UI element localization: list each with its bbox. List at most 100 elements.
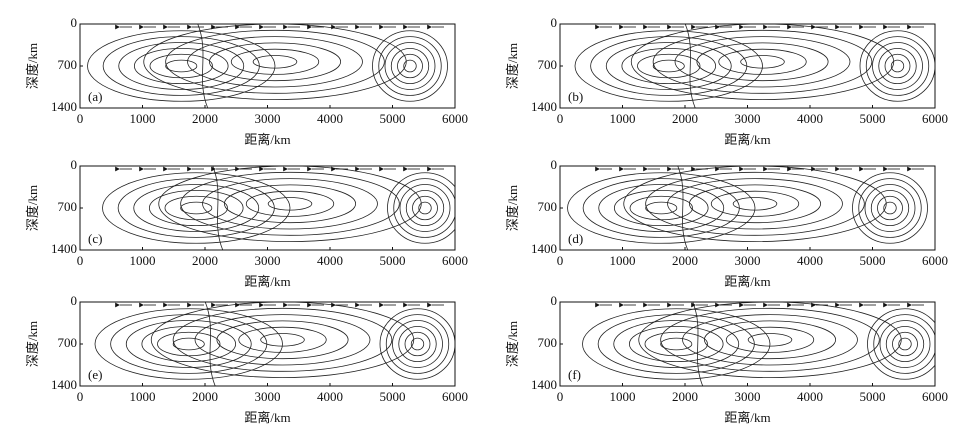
streamline bbox=[372, 30, 448, 102]
streamline bbox=[223, 184, 357, 224]
streamline bbox=[885, 325, 925, 363]
streamline bbox=[148, 189, 244, 227]
streamline bbox=[180, 201, 213, 215]
y-tick-label: 700 bbox=[538, 335, 558, 350]
y-tick-label: 0 bbox=[551, 15, 558, 30]
streamline bbox=[172, 337, 205, 351]
streamlines bbox=[87, 24, 448, 108]
streamline bbox=[718, 48, 807, 75]
x-tick-label: 6000 bbox=[442, 389, 468, 404]
y-tick-label: 700 bbox=[58, 199, 78, 214]
streamline bbox=[208, 42, 342, 82]
y-axis-label: 深度/km bbox=[505, 43, 520, 89]
x-tick-label: 1000 bbox=[130, 253, 156, 268]
x-tick-label: 6000 bbox=[922, 253, 948, 268]
streamline bbox=[660, 337, 693, 351]
streamline bbox=[582, 308, 771, 380]
panel-label: (f) bbox=[568, 367, 581, 382]
divider-line bbox=[197, 24, 209, 108]
x-axis-label: 距离/km bbox=[244, 274, 290, 289]
x-axis-label: 距离/km bbox=[244, 410, 290, 425]
x-tick-label: 4000 bbox=[317, 389, 343, 404]
y-axis-label: 深度/km bbox=[25, 43, 40, 89]
streamline bbox=[141, 325, 237, 363]
streamline bbox=[410, 337, 425, 351]
streamline bbox=[638, 302, 902, 378]
streamlines bbox=[102, 166, 455, 250]
streamlines bbox=[574, 24, 935, 108]
streamline bbox=[652, 59, 685, 73]
divider-line bbox=[692, 302, 704, 386]
streamline bbox=[878, 47, 917, 85]
streamline bbox=[873, 314, 935, 374]
streamline bbox=[865, 36, 930, 96]
panel-label: (c) bbox=[88, 231, 102, 246]
x-tick-label: 3000 bbox=[255, 253, 281, 268]
y-tick-label: 700 bbox=[538, 199, 558, 214]
streamline bbox=[859, 30, 935, 102]
streamline bbox=[172, 307, 393, 372]
y-tick-label: 0 bbox=[71, 293, 78, 308]
streamline bbox=[710, 190, 800, 217]
x-tick-label: 4000 bbox=[317, 111, 343, 126]
y-tick-label: 0 bbox=[551, 157, 558, 172]
x-tick-label: 6000 bbox=[922, 111, 948, 126]
streamline bbox=[598, 184, 725, 232]
panel-label: (a) bbox=[88, 89, 102, 104]
streamline bbox=[187, 36, 363, 88]
streamline bbox=[216, 320, 349, 360]
y-tick-label: 1400 bbox=[51, 241, 77, 256]
x-axis-label: 距离/km bbox=[724, 132, 770, 147]
streamline bbox=[688, 184, 822, 224]
panel-label: (b) bbox=[568, 89, 583, 104]
x-tick-label: 5000 bbox=[860, 389, 886, 404]
x-tick-label: 2000 bbox=[672, 111, 698, 126]
x-tick-label: 0 bbox=[557, 389, 564, 404]
x-tick-label: 0 bbox=[557, 111, 564, 126]
y-tick-label: 700 bbox=[538, 57, 558, 72]
x-tick-label: 1000 bbox=[610, 111, 636, 126]
x-tick-label: 0 bbox=[77, 253, 84, 268]
streamline bbox=[418, 201, 432, 215]
streamline bbox=[202, 178, 378, 230]
divider-line bbox=[677, 166, 689, 250]
y-axis-label: 深度/km bbox=[505, 321, 520, 367]
x-tick-label: 1000 bbox=[610, 389, 636, 404]
streamline bbox=[379, 308, 455, 380]
streamline bbox=[118, 42, 245, 90]
x-tick-label: 2000 bbox=[192, 253, 218, 268]
x-tick-label: 1000 bbox=[130, 111, 156, 126]
streamline bbox=[567, 172, 756, 244]
streamline bbox=[892, 331, 918, 357]
x-tick-label: 3000 bbox=[255, 389, 281, 404]
streamline bbox=[125, 320, 252, 368]
y-tick-label: 1400 bbox=[51, 377, 77, 392]
y-axis-label: 深度/km bbox=[505, 185, 520, 231]
x-tick-label: 4000 bbox=[317, 253, 343, 268]
x-tick-label: 3000 bbox=[735, 389, 761, 404]
streamline bbox=[180, 171, 400, 236]
streamlines bbox=[582, 302, 935, 386]
streamline bbox=[387, 172, 455, 244]
x-tick-label: 0 bbox=[557, 253, 564, 268]
streamline bbox=[404, 331, 431, 357]
streamline bbox=[405, 189, 445, 227]
y-tick-label: 0 bbox=[551, 293, 558, 308]
y-axis-label: 深度/km bbox=[25, 185, 40, 231]
streamline bbox=[133, 184, 260, 232]
x-tick-label: 6000 bbox=[922, 389, 948, 404]
streamline bbox=[403, 59, 417, 73]
x-tick-label: 2000 bbox=[672, 389, 698, 404]
y-tick-label: 1400 bbox=[531, 99, 557, 114]
x-tick-label: 5000 bbox=[380, 253, 406, 268]
streamline bbox=[87, 30, 276, 102]
streamline bbox=[883, 201, 897, 215]
streamlines bbox=[94, 302, 455, 386]
streamline bbox=[102, 172, 291, 244]
streamline bbox=[94, 308, 283, 380]
streamline bbox=[870, 189, 910, 227]
x-tick-label: 3000 bbox=[735, 253, 761, 268]
divider-line bbox=[212, 166, 224, 250]
streamline bbox=[230, 48, 320, 75]
streamline bbox=[628, 325, 724, 363]
